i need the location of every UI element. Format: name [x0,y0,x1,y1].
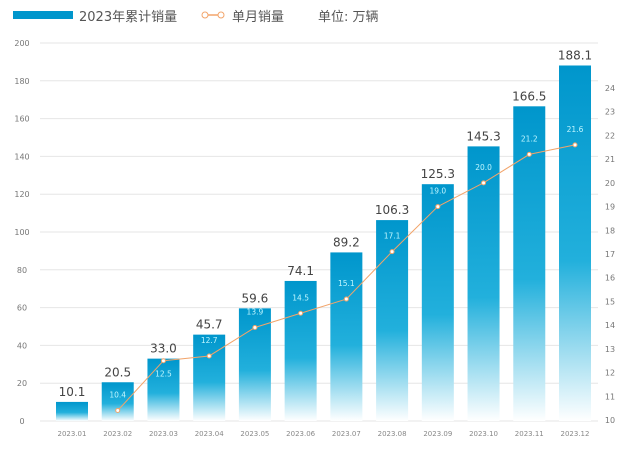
bar [467,146,500,421]
y-right-tick-label: 24 [605,84,615,93]
y-left-tick-label: 80 [17,266,27,275]
y-right-tick-label: 11 [605,392,615,401]
legend-line-marker [201,11,209,19]
y-right-tick-label: 20 [605,179,615,188]
legend-line-label: 单月销量 [232,10,284,25]
x-tick-label: 2023.06 [286,430,315,438]
bar-value-label: 59.6 [242,291,269,305]
bar [147,358,180,421]
bar-value-label: 89.2 [333,235,360,249]
y-right-tick-label: 12 [605,369,615,378]
unit-label: 单位: 万辆 [318,10,379,25]
legend-bar-swatch [13,11,73,19]
y-right-tick-label: 13 [605,345,615,354]
y-left-tick-label: 100 [14,228,29,237]
line-value-label: 20.0 [475,163,492,172]
bar-value-label: 125.3 [421,167,455,181]
line-value-label: 14.5 [292,293,309,302]
bar [513,106,546,421]
line-value-label: 13.9 [247,308,264,317]
bar [56,401,88,421]
y-left-tick-label: 20 [17,379,27,388]
line-point [160,358,166,364]
y-left-tick-label: 120 [14,190,29,199]
line-value-label: 12.5 [155,370,172,379]
bar-value-label: 20.5 [104,365,131,379]
bar-value-label: 145.3 [466,129,500,143]
y-left-tick-label: 60 [17,304,27,313]
bar-value-label: 33.0 [150,342,177,356]
line-point [252,325,258,331]
line-value-label: 21.6 [567,125,584,134]
y-left-tick-label: 40 [17,341,27,350]
x-tick-label: 2023.05 [240,430,269,438]
line-point [435,204,441,210]
line-point [481,180,487,186]
x-tick-label: 2023.01 [58,430,87,438]
line-value-label: 19.0 [429,187,446,196]
y-right-tick-label: 19 [605,203,615,212]
y-left-tick-label: 140 [14,152,29,161]
bar-value-label: 74.1 [287,264,314,278]
bar-value-label: 166.5 [512,89,546,103]
y-right-tick-label: 15 [605,297,615,306]
x-tick-label: 2023.03 [149,430,178,438]
line-value-label: 21.2 [521,134,538,143]
line-point [389,249,395,255]
x-tick-label: 2023.10 [469,430,498,438]
x-tick-label: 2023.07 [332,430,361,438]
line-point [572,142,578,148]
line-value-label: 15.1 [338,279,355,288]
legend-line-marker [217,11,225,19]
y-right-tick-label: 14 [605,321,615,330]
line-point [206,353,212,359]
y-left-tick-label: 0 [19,417,24,426]
bar-value-label: 45.7 [196,318,223,332]
x-tick-label: 2023.09 [423,430,452,438]
bar [559,65,591,421]
y-right-tick-label: 18 [605,226,615,235]
y-right-tick-label: 17 [605,250,615,259]
y-right-tick-label: 10 [605,416,615,425]
line-point [343,296,349,302]
bar [193,334,226,421]
bar-value-label: 10.1 [59,385,86,399]
line-point [526,151,532,157]
bar [330,252,363,421]
x-tick-label: 2023.11 [515,430,544,438]
bar-value-label: 106.3 [375,203,409,217]
y-left-tick-label: 180 [14,77,29,86]
line-point [115,408,121,414]
y-right-tick-label: 23 [605,108,615,117]
legend-bar-label: 2023年累计销量 [79,10,177,25]
bar [284,280,317,421]
bar-value-label: 188.1 [558,48,592,62]
y-right-tick-label: 22 [605,131,615,140]
line-value-label: 12.7 [201,336,218,345]
line-value-label: 17.1 [384,232,401,241]
line-value-label: 10.4 [109,391,126,400]
x-tick-label: 2023.02 [103,430,132,438]
y-left-tick-label: 160 [14,115,29,124]
legend: 2023年累计销量 单月销量 单位: 万辆 [13,10,379,25]
x-tick-label: 2023.04 [195,430,224,438]
x-tick-label: 2023.12 [561,430,590,438]
line-point [298,310,304,316]
x-tick-label: 2023.08 [378,430,407,438]
y-right-tick-label: 21 [605,155,615,164]
y-left-tick-label: 200 [14,39,29,48]
bar [421,184,454,421]
y-right-tick-label: 16 [605,274,615,283]
bar [101,382,134,421]
